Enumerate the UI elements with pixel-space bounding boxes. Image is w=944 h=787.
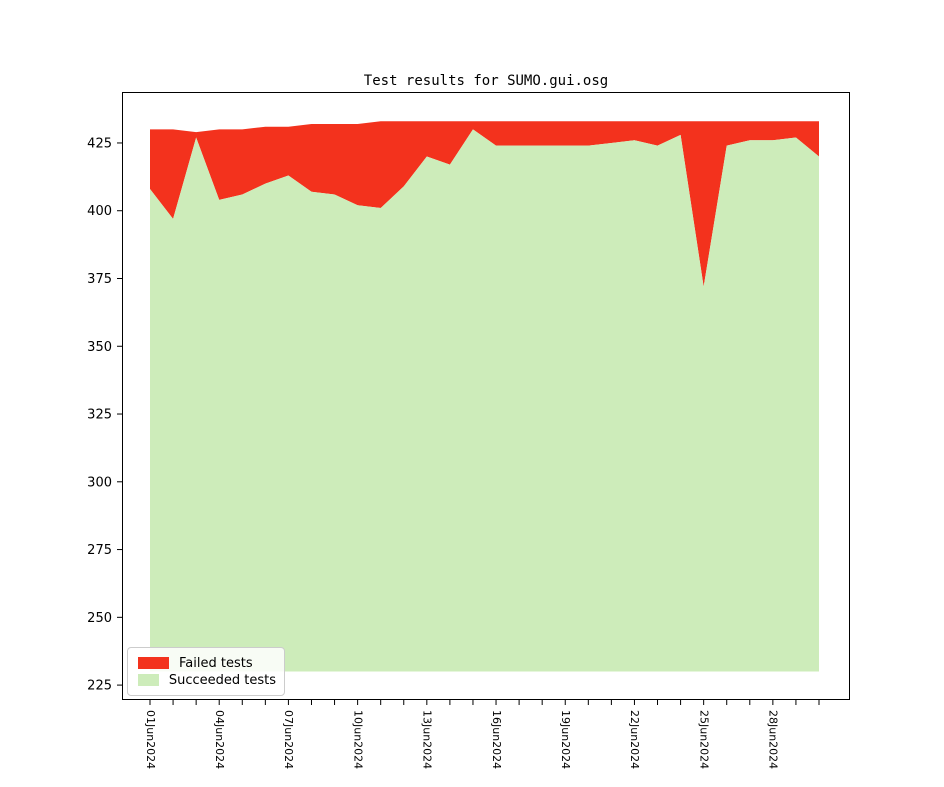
y-tick-label: 250: [87, 611, 112, 626]
legend: Failed tests Succeeded tests: [127, 647, 285, 696]
x-tick-label: 16Jun2024: [490, 710, 503, 769]
x-tick-label: 07Jun2024: [282, 710, 295, 769]
y-tick-label: 225: [87, 679, 112, 694]
chart-title: Test results for SUMO.gui.osg: [363, 73, 609, 89]
succeeded-area: [150, 129, 819, 672]
x-tick-label: 01Jun2024: [144, 710, 157, 769]
x-tick-label: 28Jun2024: [767, 710, 780, 769]
x-tick-label: 04Jun2024: [213, 710, 226, 769]
y-tick-label: 300: [87, 475, 112, 490]
legend-item-succeeded-tests: Succeeded tests: [136, 672, 276, 688]
x-tick-label: 25Jun2024: [697, 710, 710, 769]
x-tick-label: 22Jun2024: [628, 710, 641, 769]
x-tick-label: 13Jun2024: [421, 710, 434, 769]
legend-label-succeeded-tests: Succeeded tests: [168, 672, 276, 688]
y-tick-label: 400: [87, 204, 112, 219]
legend-swatch-succeeded-tests: [138, 674, 159, 686]
legend-item-failed-tests: Failed tests: [136, 655, 276, 671]
x-tick-label: 10Jun2024: [351, 710, 364, 769]
legend-label-failed-tests: Failed tests: [179, 655, 253, 671]
axes-border: [122, 92, 850, 700]
y-tick-label: 325: [87, 408, 112, 423]
y-tick-label: 350: [87, 340, 112, 355]
failed-area: [150, 121, 819, 287]
y-tick-label: 375: [87, 272, 112, 287]
legend-swatch-failed-tests: [138, 657, 169, 669]
y-tick-label: 275: [87, 543, 112, 558]
x-tick-label: 19Jun2024: [559, 710, 572, 769]
y-tick-label: 425: [87, 136, 112, 151]
